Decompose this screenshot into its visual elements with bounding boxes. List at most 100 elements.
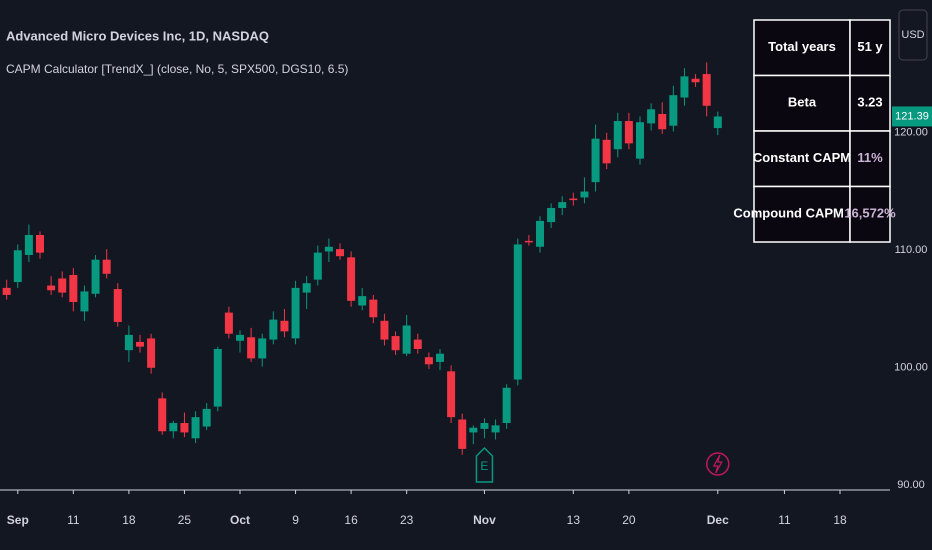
candle-body <box>291 287 300 339</box>
dividend-icon <box>712 454 723 474</box>
y-tick-label: 90.00 <box>897 479 925 491</box>
x-tick-label: 20 <box>622 513 636 527</box>
candle-body <box>269 319 278 340</box>
candle-body <box>147 338 156 368</box>
candle-body <box>602 139 611 164</box>
candle-body <box>558 202 567 208</box>
table-text: 51 y <box>857 39 883 54</box>
table-text: Compound CAPM (all) <box>733 206 870 221</box>
last-price-label: 121.39 <box>895 110 929 122</box>
x-tick-label: 11 <box>778 513 791 527</box>
candle-body <box>36 235 44 253</box>
candle-body <box>513 244 522 380</box>
candle-body <box>191 417 200 439</box>
candle-body <box>424 357 433 365</box>
x-tick-label: Oct <box>230 513 250 527</box>
x-tick-label: 9 <box>292 513 299 527</box>
candle-body <box>636 122 644 159</box>
table-cell <box>753 19 851 77</box>
x-tick-label: Sep <box>7 513 29 527</box>
candle-body <box>180 423 189 433</box>
table-text: 16,572% <box>844 206 896 221</box>
candle-body <box>47 285 56 291</box>
table-cell <box>849 130 891 188</box>
candle-body <box>213 348 222 407</box>
y-tick-label: 120.00 <box>894 127 928 139</box>
candle-body <box>358 296 367 306</box>
x-tick-label: Nov <box>473 513 496 527</box>
indicator-title: CAPM Calculator [TrendX_] (close, No, 5,… <box>6 62 348 76</box>
earnings-label: E <box>480 459 488 473</box>
candle-body <box>447 371 456 418</box>
candle-body <box>136 341 144 347</box>
currency-button[interactable] <box>898 9 928 61</box>
candle-body <box>247 337 256 359</box>
candle-body <box>302 283 311 293</box>
candle-body <box>380 320 389 340</box>
candle-body <box>413 339 422 349</box>
x-tick-label: 25 <box>178 513 192 527</box>
candle-body <box>569 198 578 201</box>
candle-body <box>524 240 533 243</box>
x-tick-label: 13 <box>567 513 581 527</box>
candle-body <box>158 398 167 432</box>
table-cell <box>849 185 891 243</box>
candle-body <box>469 427 478 433</box>
candle-body <box>69 274 78 302</box>
candle-body <box>236 334 244 341</box>
candle-body <box>591 138 600 183</box>
candle-body <box>458 419 467 449</box>
candle-body <box>347 257 356 301</box>
candle-body <box>113 289 122 322</box>
candle-body <box>402 325 411 354</box>
candle-body <box>536 220 544 247</box>
candle-body <box>669 95 678 126</box>
x-tick-label: 23 <box>400 513 414 527</box>
candle-body <box>369 299 378 318</box>
candle-body <box>480 423 489 429</box>
candle-body <box>124 334 133 351</box>
dividend-marker <box>706 452 730 476</box>
candle-body <box>624 121 633 144</box>
candle-body <box>2 287 11 295</box>
candle-body <box>547 207 556 223</box>
candle-body <box>613 121 622 150</box>
table-text: Beta <box>788 95 817 110</box>
chart-title: Advanced Micro Devices Inc, 1D, NASDAQ <box>6 28 269 43</box>
candle-body <box>324 246 333 252</box>
candle-body <box>647 109 656 124</box>
table-cell <box>849 74 891 132</box>
table-cell <box>753 130 851 188</box>
x-tick-label: 16 <box>344 513 358 527</box>
currency-label: USD <box>901 29 924 41</box>
candle-body <box>280 320 289 332</box>
y-tick-label: 100.00 <box>894 362 928 374</box>
x-tick-label: Dec <box>707 513 729 527</box>
table-text: Constant CAPM <box>753 150 851 165</box>
candle-body <box>80 291 89 312</box>
candle-body <box>202 408 211 427</box>
candle-body <box>258 338 267 359</box>
last-price-badge <box>892 106 932 127</box>
candle-body <box>691 78 700 83</box>
candle-body <box>224 312 233 334</box>
x-tick-label: 18 <box>833 513 847 527</box>
table-text: 3.23 <box>857 95 882 110</box>
candle-body <box>702 74 711 106</box>
candle-body <box>502 387 511 424</box>
candle-body <box>169 423 178 432</box>
candle-body <box>336 249 344 257</box>
table-text: 11% <box>857 150 883 165</box>
candle-body <box>391 336 400 351</box>
candle-body <box>658 113 667 130</box>
candle-body <box>102 259 111 274</box>
candle-body <box>24 235 33 255</box>
x-tick-label: 18 <box>122 513 136 527</box>
candle-body <box>313 252 322 280</box>
candle-body <box>436 353 444 362</box>
candle-body <box>13 250 22 283</box>
x-tick-label: 11 <box>67 513 80 527</box>
candle-body <box>680 76 689 98</box>
candle-body <box>58 278 67 293</box>
